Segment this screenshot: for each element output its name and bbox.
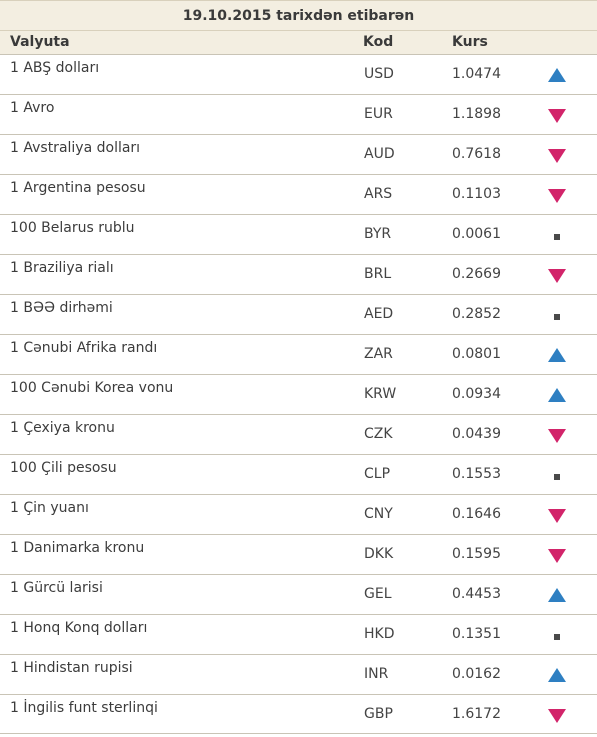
currency-name: 1 Danimarka kronu <box>10 540 145 556</box>
currency-code: AUD <box>364 146 395 162</box>
trend-down-icon <box>548 188 566 204</box>
table-row: 1 Danimarka kronu DKK 0.1595 <box>0 534 597 574</box>
table-row: 1 Honq Konq dolları HKD 0.1351 <box>0 614 597 654</box>
currency-code: DKK <box>364 546 394 562</box>
currency-code: CNY <box>364 506 393 522</box>
trend-down-icon <box>548 268 566 284</box>
exchange-rate: 0.7618 <box>452 146 501 162</box>
currency-code: USD <box>364 66 394 82</box>
exchange-rate: 0.1103 <box>452 186 501 202</box>
table-row: 1 Avstraliya dolları AUD 0.7618 <box>0 134 597 174</box>
exchange-rate: 0.2669 <box>452 266 501 282</box>
exchange-rate: 0.0439 <box>452 426 501 442</box>
trend-down-icon <box>548 548 566 564</box>
currency-name: 1 BƏƏ dirhəmi <box>10 300 113 316</box>
exchange-rate: 0.2852 <box>452 306 501 322</box>
column-header-code: Kod <box>363 34 394 50</box>
table-row: 1 Gürcü larisi GEL 0.4453 <box>0 574 597 614</box>
table-row: 1 İngilis funt sterlinqi GBP 1.6172 <box>0 694 597 734</box>
table-row: 1 Cənubi Afrika randı ZAR 0.0801 <box>0 334 597 374</box>
exchange-rate: 0.1351 <box>452 626 501 642</box>
table-header-row: Valyuta Kod Kurs <box>0 30 597 54</box>
table-row: 1 ABŞ dolları USD 1.0474 <box>0 54 597 94</box>
currency-code: GEL <box>364 586 392 602</box>
currency-name: 1 Argentina pesosu <box>10 180 146 196</box>
currency-name: 1 Çin yuanı <box>10 500 89 516</box>
currency-code: EUR <box>364 106 393 122</box>
trend-unchanged-icon <box>548 468 566 484</box>
exchange-rate: 0.1553 <box>452 466 501 482</box>
currency-name: 100 Çili pesosu <box>10 460 117 476</box>
column-header-currency: Valyuta <box>10 34 70 50</box>
exchange-rate: 0.0801 <box>452 346 501 362</box>
exchange-rate: 1.6172 <box>452 706 501 722</box>
table-row: 100 Belarus rublu BYR 0.0061 <box>0 214 597 254</box>
currency-code: CZK <box>364 426 393 442</box>
currency-name: 1 Honq Konq dolları <box>10 620 148 636</box>
trend-up-icon <box>548 388 566 404</box>
currency-code: BYR <box>364 226 392 242</box>
currency-code: INR <box>364 666 389 682</box>
trend-unchanged-icon <box>548 308 566 324</box>
currency-code: ARS <box>364 186 393 202</box>
table-row: 1 Argentina pesosu ARS 0.1103 <box>0 174 597 214</box>
currency-name: 1 Gürcü larisi <box>10 580 103 596</box>
currency-code: AED <box>364 306 394 322</box>
trend-up-icon <box>548 68 566 84</box>
table-body: 1 ABŞ dolları USD 1.0474 1 Avro EUR 1.1898 1 A… <box>0 54 597 734</box>
table-row: 1 Çexiya kronu CZK 0.0439 <box>0 414 597 454</box>
currency-name: 1 Hindistan rupisi <box>10 660 133 676</box>
table-row: 1 Hindistan rupisi INR 0.0162 <box>0 654 597 694</box>
exchange-rate: 0.1595 <box>452 546 501 562</box>
table-row: 100 Cənubi Korea vonu KRW 0.0934 <box>0 374 597 414</box>
trend-down-icon <box>548 708 566 724</box>
trend-down-icon <box>548 148 566 164</box>
trend-down-icon <box>548 428 566 444</box>
trend-down-icon <box>548 108 566 124</box>
currency-name: 1 ABŞ dolları <box>10 60 100 76</box>
trend-unchanged-icon <box>548 628 566 644</box>
table-row: 1 Avro EUR 1.1898 <box>0 94 597 134</box>
table-row: 1 BƏƏ dirhəmi AED 0.2852 <box>0 294 597 334</box>
currency-code: HKD <box>364 626 395 642</box>
currency-code: KRW <box>364 386 397 402</box>
currency-name: 1 Çexiya kronu <box>10 420 115 436</box>
currency-name: 1 Cənubi Afrika randı <box>10 340 158 356</box>
trend-up-icon <box>548 348 566 364</box>
table-row: 1 Braziliya rialı BRL 0.2669 <box>0 254 597 294</box>
exchange-rate: 0.0061 <box>452 226 501 242</box>
currency-name: 1 İngilis funt sterlinqi <box>10 700 158 716</box>
trend-unchanged-icon <box>548 228 566 244</box>
exchange-rate: 0.4453 <box>452 586 501 602</box>
column-header-rate: Kurs <box>452 34 488 50</box>
exchange-rate: 1.1898 <box>452 106 501 122</box>
currency-name: 1 Braziliya rialı <box>10 260 114 276</box>
currency-name: 100 Cənubi Korea vonu <box>10 380 174 396</box>
exchange-rate: 0.1646 <box>452 506 501 522</box>
trend-down-icon <box>548 508 566 524</box>
exchange-rate: 0.0934 <box>452 386 501 402</box>
table-date-title: 19.10.2015 tarixdən etibarən <box>0 0 597 30</box>
currency-name: 1 Avro <box>10 100 55 116</box>
currency-code: GBP <box>364 706 393 722</box>
trend-up-icon <box>548 588 566 604</box>
currency-code: CLP <box>364 466 391 482</box>
currency-name: 100 Belarus rublu <box>10 220 135 236</box>
trend-up-icon <box>548 668 566 684</box>
exchange-rate: 1.0474 <box>452 66 501 82</box>
exchange-rate: 0.0162 <box>452 666 501 682</box>
currency-code: ZAR <box>364 346 393 362</box>
table-row: 100 Çili pesosu CLP 0.1553 <box>0 454 597 494</box>
currency-name: 1 Avstraliya dolları <box>10 140 141 156</box>
table-row: 1 Çin yuanı CNY 0.1646 <box>0 494 597 534</box>
currency-code: BRL <box>364 266 392 282</box>
